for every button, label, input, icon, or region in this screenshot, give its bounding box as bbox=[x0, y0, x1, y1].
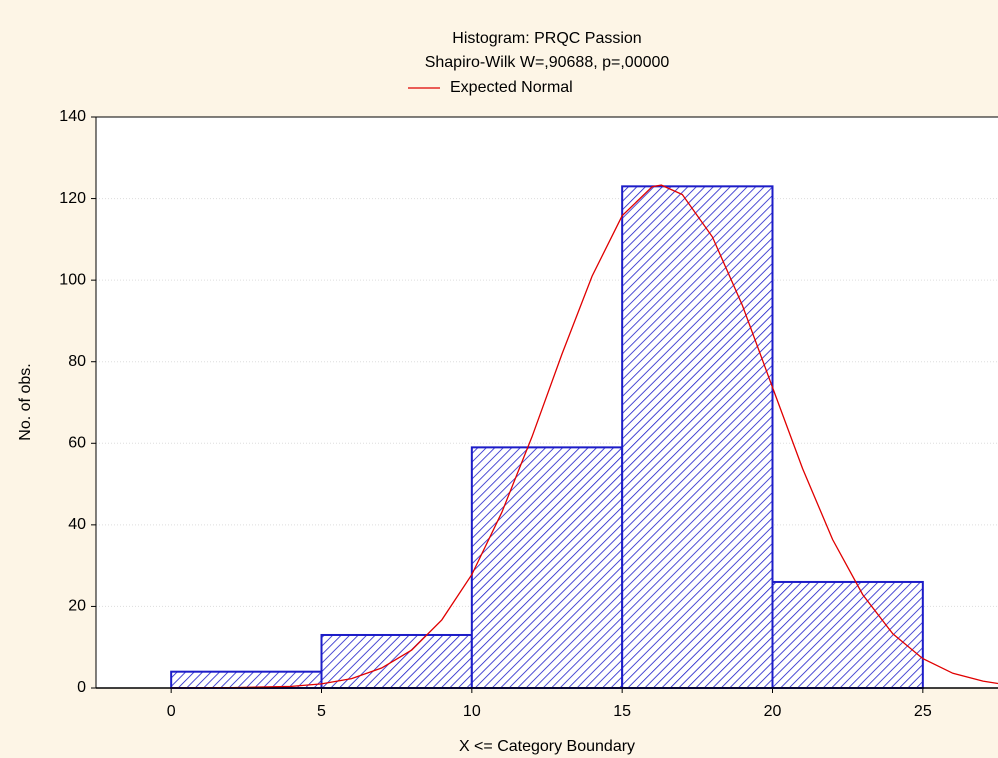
bar bbox=[621, 185, 774, 689]
bar bbox=[771, 580, 924, 690]
normal-curve bbox=[171, 184, 998, 689]
y-tick-label: 100 bbox=[59, 271, 86, 288]
y-tick-label: 0 bbox=[77, 679, 86, 696]
x-tick-label: 15 bbox=[613, 703, 631, 720]
y-tick-label: 120 bbox=[59, 190, 86, 207]
x-tick-label: 10 bbox=[463, 703, 481, 720]
x-tick-label: 20 bbox=[764, 703, 782, 720]
bar bbox=[470, 446, 624, 689]
x-tick-label: 5 bbox=[317, 703, 326, 720]
y-tick-label: 40 bbox=[68, 516, 86, 533]
chart-subtitle: Shapiro-Wilk W=,90688, p=,00000 bbox=[425, 54, 670, 71]
y-tick-label: 20 bbox=[68, 598, 86, 615]
y-tick-label: 60 bbox=[68, 435, 86, 452]
y-tick-label: 140 bbox=[59, 108, 86, 125]
x-axis-label: X <= Category Boundary bbox=[459, 738, 635, 755]
chart-title: Histogram: PRQC Passion bbox=[452, 30, 641, 47]
legend-label: Expected Normal bbox=[450, 79, 573, 96]
x-tick-label: 0 bbox=[167, 703, 176, 720]
y-axis-label: No. of obs. bbox=[17, 363, 34, 440]
y-tick-label: 80 bbox=[68, 353, 86, 370]
x-tick-label: 25 bbox=[914, 703, 932, 720]
